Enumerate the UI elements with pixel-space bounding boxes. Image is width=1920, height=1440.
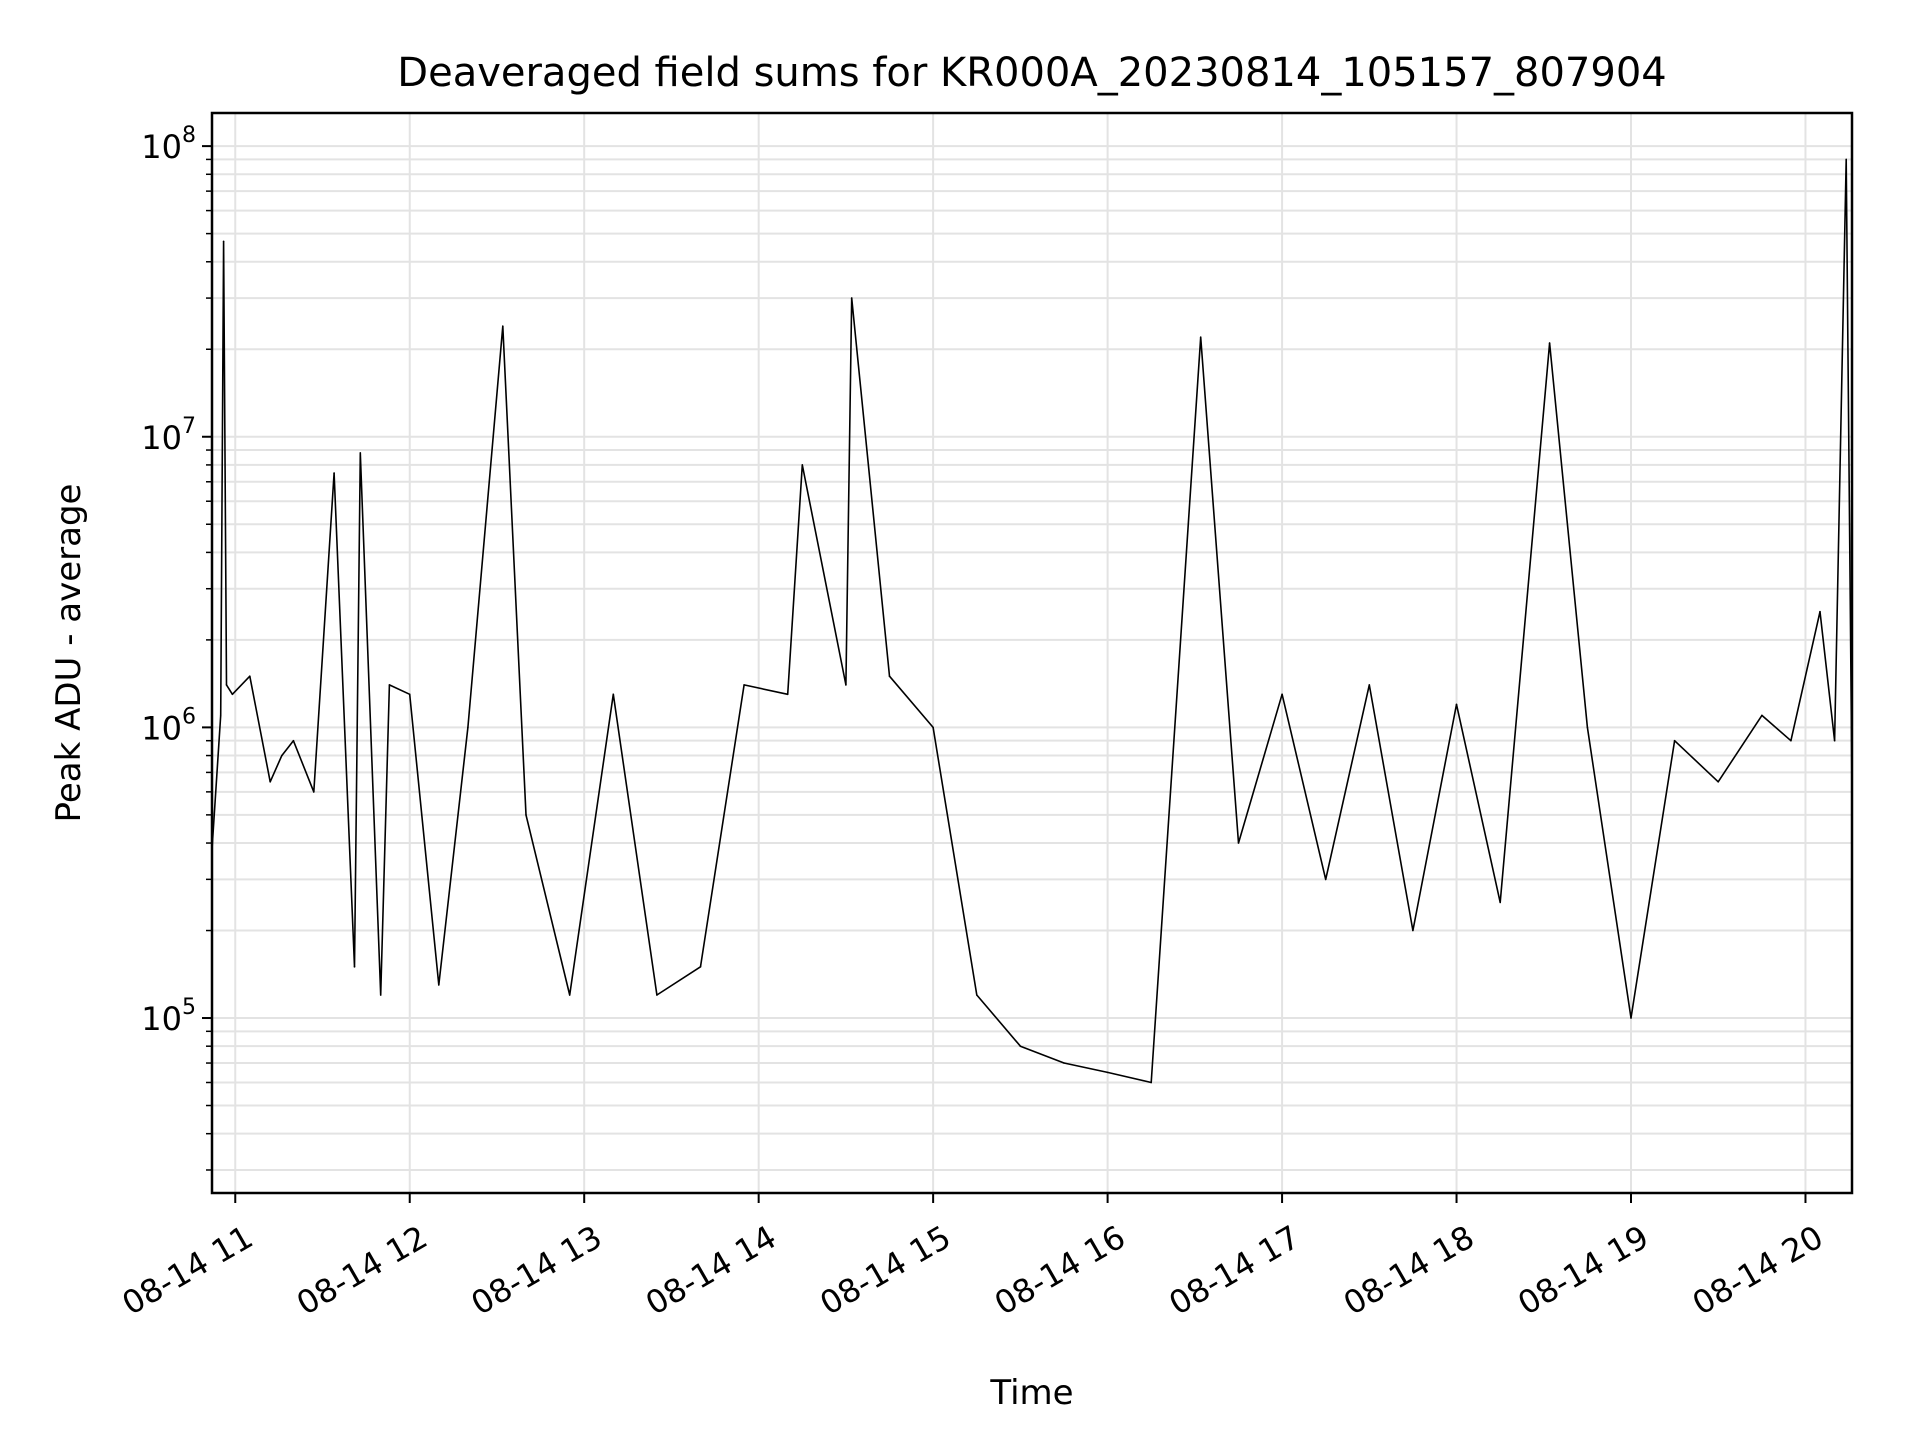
data-point [1019,1045,1022,1047]
data-point [976,994,978,996]
y-tick-label: 108 [141,123,196,166]
data-point [845,684,847,686]
data-point [1845,158,1847,161]
data-point [850,297,853,299]
data-point [888,675,891,677]
x-tick-label: 08-14 12 [290,1218,434,1323]
data-point [1790,739,1792,742]
data-point [1455,703,1458,706]
y-tick-base: 10 [141,128,182,166]
chart-title: Deaveraged field sums for KR000A_2023081… [397,50,1666,96]
y-tick-base: 10 [141,419,182,457]
grid-lines [212,113,1852,1193]
y-tick-base: 10 [141,1000,182,1038]
y-tick-exponent: 7 [182,414,196,439]
data-point [467,726,469,729]
x-tick-label: 08-14 16 [988,1218,1132,1323]
data-point [1237,842,1240,844]
data-point [1819,610,1821,613]
x-tick-label: 08-14 19 [1511,1218,1655,1323]
data-point [1106,1071,1109,1074]
data-point [231,693,234,696]
y-tick-base: 10 [141,709,182,747]
data-point [438,984,440,986]
y-tick-exponent: 6 [182,704,196,729]
data-point [1548,342,1551,344]
y-tick-exponent: 8 [182,123,196,148]
data-point [801,464,804,466]
x-tick-label: 08-14 14 [639,1218,783,1323]
data-point [249,675,251,677]
data-point [1063,1062,1065,1064]
data-point [219,714,222,717]
x-tick-label: 08-14 13 [465,1218,609,1323]
data-point [222,240,225,243]
x-tick-label: 08-14 20 [1686,1218,1830,1323]
data-point [1150,1081,1152,1084]
y-tick-exponent: 5 [182,995,196,1020]
data-point [656,994,658,996]
x-tick-label: 08-14 18 [1337,1218,1481,1323]
data-point [743,684,745,686]
x-tick-label: 08-14 15 [814,1218,958,1323]
data-point [1199,336,1202,339]
data-point [1833,739,1836,742]
data-point [786,693,789,696]
x-tick-label: 08-14 11 [116,1218,260,1323]
data-point [359,452,362,454]
data-point [568,994,571,996]
data-point [313,791,315,793]
data-point [1717,781,1719,783]
x-axis-label: Time [989,1373,1073,1413]
y-tick-label: 106 [141,704,196,747]
data-point [379,994,382,996]
data-point [612,693,615,696]
x-tick-label: 08-14 17 [1162,1218,1306,1323]
series-line-group [211,158,1853,1084]
data-point [408,693,411,696]
data-point [1324,878,1327,881]
data-point [333,472,335,474]
data-point [1761,714,1763,717]
data-point [1586,726,1589,729]
data-point [699,966,702,968]
plot-frame [210,111,1854,1195]
data-point [932,726,934,729]
y-axis-label: Peak ADU - average [49,484,89,823]
data-point [353,966,356,968]
y-tick-label: 105 [141,995,196,1038]
data-point [1630,1017,1632,1019]
data-point [225,684,228,686]
data-point [525,814,527,816]
y-tick-label: 107 [141,414,196,457]
data-point [1368,684,1371,686]
data-point [292,739,295,742]
data-point [502,325,504,328]
data-point [269,781,272,783]
x-axis: 08-14 11 08-14 12 08-14 13 08-14 14 08-14 15… [116,1193,1830,1323]
data-point [1673,739,1676,742]
data-point [281,754,283,757]
data-point [1412,929,1414,932]
data-point [388,684,391,686]
data-point [1281,693,1283,696]
data-point [1499,901,1501,904]
